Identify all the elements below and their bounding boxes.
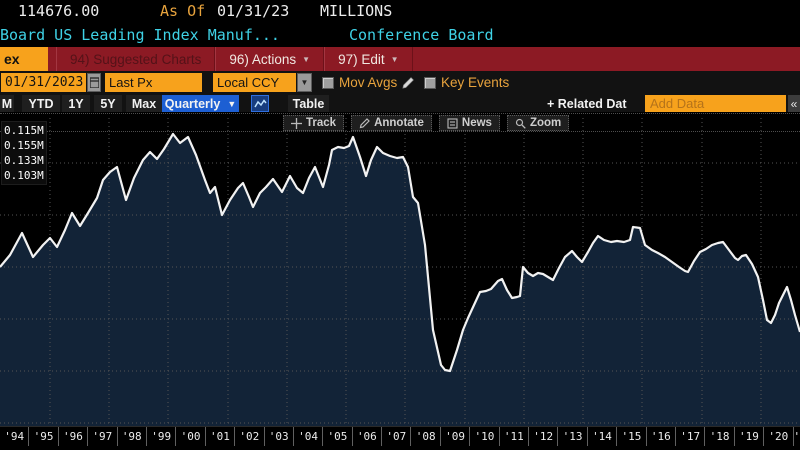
x-axis-label: '07 [382, 427, 412, 446]
legend-last-value: 0.115M [4, 124, 44, 137]
zoom-button[interactable]: Zoom [506, 115, 570, 131]
crosshair-icon [291, 117, 302, 129]
x-axis-label: '14 [588, 427, 618, 446]
x-axis-label: '08 [411, 427, 441, 446]
x-axis-label: '05 [323, 427, 353, 446]
legend-high-value: 0.155M [4, 139, 44, 152]
active-function-tab[interactable]: ex [0, 47, 48, 71]
as-of-label: As Of [160, 2, 206, 20]
magnifier-icon [515, 118, 526, 129]
date-input[interactable]: 01/31/2023 [1, 73, 86, 92]
mov-avgs-label[interactable]: Mov Avgs [339, 75, 398, 90]
x-axis-label: '02 [235, 427, 265, 446]
x-axis-label: '94 [0, 427, 30, 446]
edit-menu-label: 97) Edit [338, 51, 385, 67]
table-button[interactable]: Table [288, 95, 329, 112]
key-events-checkbox[interactable] [424, 77, 436, 89]
x-axis-label: '98 [118, 427, 147, 446]
period-tab-5y[interactable]: 5Y [94, 95, 122, 112]
x-axis-label: '03 [265, 427, 294, 446]
x-axis-label: '12 [529, 427, 559, 446]
mov-avgs-checkbox[interactable] [322, 77, 334, 89]
news-button[interactable]: News [438, 115, 500, 131]
x-axis-label: '19 [735, 427, 765, 446]
key-events-label[interactable]: Key Events [441, 75, 510, 90]
chart-plot[interactable] [0, 118, 800, 426]
edit-menu[interactable]: 97) Edit ▼ [324, 47, 413, 71]
add-data-input[interactable]: Add Data [645, 95, 786, 112]
chart-toolbar: Track Annotate News Zoom [283, 115, 570, 131]
x-axis-label: '97 [88, 427, 118, 446]
x-axis-label: '01 [206, 427, 236, 446]
x-axis-label: '00 [176, 427, 206, 446]
divider [0, 113, 800, 114]
x-axis-label: '95 [29, 427, 59, 446]
price-type-field[interactable]: Last Px [105, 73, 202, 92]
track-button[interactable]: Track [283, 115, 345, 131]
related-data-button[interactable]: + Related Dat [547, 96, 627, 111]
frequency-label: Quarterly [164, 96, 221, 111]
x-axis-label: '04 [294, 427, 324, 446]
x-axis-label: '11 [500, 427, 530, 446]
x-axis-label: '20 [764, 427, 794, 446]
x-axis-label: '10 [470, 427, 500, 446]
legend-low-value: 0.103M [4, 169, 44, 182]
suggested-charts-menu[interactable]: 94) Suggested Charts [56, 47, 216, 71]
divider [0, 131, 800, 132]
legend-average-value: 0.133M [4, 154, 44, 167]
x-axis-label: '06 [353, 427, 383, 446]
security-header: Board US Leading Index Manuf... Conferen… [0, 24, 800, 47]
chart-controls-bar: 01/31/2023 Last Px Local CCY ▼ Mov Avgs … [0, 71, 800, 94]
x-axis-label: '99 [147, 427, 177, 446]
x-axis-label: '09 [441, 427, 471, 446]
as-of-date: 01/31/23 [217, 2, 290, 20]
x-axis-label: '16 [647, 427, 676, 446]
currency-field[interactable]: Local CCY [213, 73, 296, 92]
chevron-down-icon: ▼ [302, 54, 311, 64]
chevron-down-icon: ▼ [390, 54, 399, 64]
security-name: Board US Leading Index Manuf... [0, 26, 280, 44]
line-chart-icon[interactable] [251, 95, 269, 112]
chevron-down-icon: ▼ [227, 98, 237, 109]
currency-dropdown-icon[interactable]: ▼ [297, 73, 312, 92]
period-tab-ytd[interactable]: YTD [22, 95, 60, 112]
value-header: 114676.00 As Of 01/31/23 MILLIONS [0, 0, 800, 24]
frequency-dropdown[interactable]: Quarterly ▼ [162, 95, 239, 112]
last-price-value: 114676.00 [18, 2, 100, 20]
period-bar: M YTD 1Y 5Y Max Quarterly ▼ Table + Rela… [0, 94, 800, 112]
x-axis-label: '17 [676, 427, 706, 446]
actions-menu[interactable]: 96) Actions ▼ [215, 47, 325, 71]
x-axis-label: '13 [558, 427, 588, 446]
period-tab-1y[interactable]: 1Y [62, 95, 90, 112]
pencil-icon [359, 117, 370, 128]
collapse-panel-icon[interactable]: « [788, 95, 800, 112]
x-axis-label-partial: ' [793, 430, 800, 443]
x-axis: '94'95'96'97'98'99'00'01'02'03'04'05'06 '… [0, 426, 800, 446]
annotate-button[interactable]: Annotate [351, 115, 432, 131]
period-tab-max[interactable]: Max [126, 95, 162, 112]
units-label: MILLIONS [320, 2, 393, 20]
chart-region: Track Annotate News Zoom 0.115M 0.155M 0… [0, 112, 800, 450]
menu-bar: ex 94) Suggested Charts 96) Actions ▼ 97… [0, 47, 800, 71]
security-source: Conference Board [349, 26, 494, 44]
x-axis-label: '18 [705, 427, 735, 446]
news-icon [447, 117, 458, 129]
actions-menu-label: 96) Actions [229, 51, 297, 67]
period-tab-m[interactable]: M [0, 95, 14, 112]
x-axis-label: '15 [617, 427, 647, 446]
x-axis-label: '96 [59, 427, 89, 446]
calendar-icon[interactable] [87, 73, 101, 92]
pencil-icon[interactable] [401, 76, 415, 90]
legend-values-box: 0.115M 0.155M 0.133M 0.103M [1, 121, 47, 185]
